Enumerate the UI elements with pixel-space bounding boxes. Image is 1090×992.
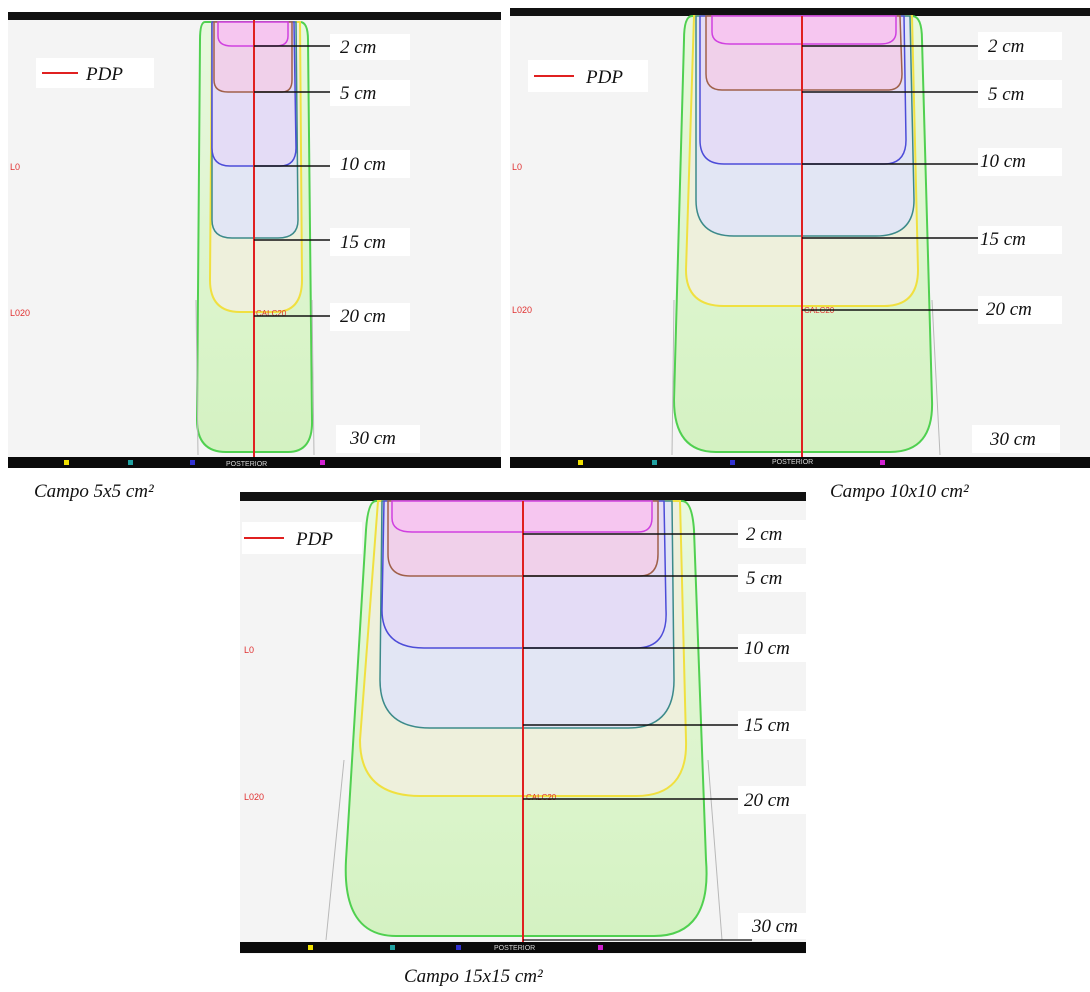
axis-mark: POSTERIOR [226,461,267,468]
depth-markers: 2 cm 5 cm 10 cm 15 cm 20 cm 30 cm [523,520,824,941]
depth-label-30cm: 30 cm [751,916,798,937]
depth-label-15cm: 15 cm [340,232,386,253]
top-bar [240,492,806,501]
caption-15x15: Campo 15x15 cm² [404,966,543,987]
legend-label: PDP [585,67,623,88]
bottom-bar [240,942,806,953]
side-mark: L0 [244,645,254,655]
bottom-bar-color-markers [308,945,603,950]
depth-label-10cm: 10 cm [340,154,386,175]
depth-label-10cm: 10 cm [744,638,790,659]
depth-label-20cm: 20 cm [986,299,1032,320]
depth-label-5cm: 5 cm [340,83,376,104]
depth-label-20cm: 20 cm [744,790,790,811]
caption-10x10: Campo 10x10 cm² [830,481,969,502]
depth-label-5cm: 5 cm [746,568,782,589]
depth-markers: 2 cm 5 cm 10 cm 15 cm 20 cm 30 cm [802,32,1062,453]
depth-label-10cm: 10 cm [980,151,1026,172]
axis-mark: CALC20 [526,793,557,802]
depth-label-20cm: 20 cm [340,306,386,327]
bottom-bar-color-markers [578,460,885,465]
legend-label: PDP [295,529,333,550]
axis-mark: CALC20 [256,309,287,318]
panel-5x5: PDP L0 L020 CALC20 POSTERIOR 2 cm 5 cm 1… [8,12,501,468]
depth-label-15cm: 15 cm [980,229,1026,250]
depth-label-2cm: 2 cm [340,37,376,58]
caption-5x5: Campo 5x5 cm² [34,481,154,502]
top-bar [510,8,1090,16]
panel-15x15: PDP L0 L020 CALC20 POSTERIOR 2 cm 5 cm 1… [240,492,824,954]
bottom-bar [8,457,501,468]
side-mark: L020 [512,305,532,315]
panel-10x10: PDP L0 L020 CALC20 POSTERIOR 2 cm 5 cm 1… [510,8,1090,468]
legend-label: PDP [85,64,123,85]
depth-label-30cm: 30 cm [349,428,396,449]
depth-label-15cm: 15 cm [744,715,790,736]
top-bar [8,12,501,20]
side-mark: L020 [10,308,30,318]
axis-mark: POSTERIOR [494,945,535,952]
side-mark: L0 [10,162,20,172]
axis-mark: POSTERIOR [772,459,813,466]
side-mark: L0 [512,162,522,172]
depth-markers: 2 cm 5 cm 10 cm 15 cm 20 cm 30 cm [254,34,420,453]
bottom-bar [510,457,1090,468]
side-mark: L020 [244,792,264,802]
bottom-bar-color-markers [64,460,325,465]
depth-label-2cm: 2 cm [988,36,1024,57]
depth-label-5cm: 5 cm [988,84,1024,105]
depth-label-2cm: 2 cm [746,524,782,545]
depth-label-30cm: 30 cm [989,429,1036,450]
isodose-magenta [711,15,897,45]
